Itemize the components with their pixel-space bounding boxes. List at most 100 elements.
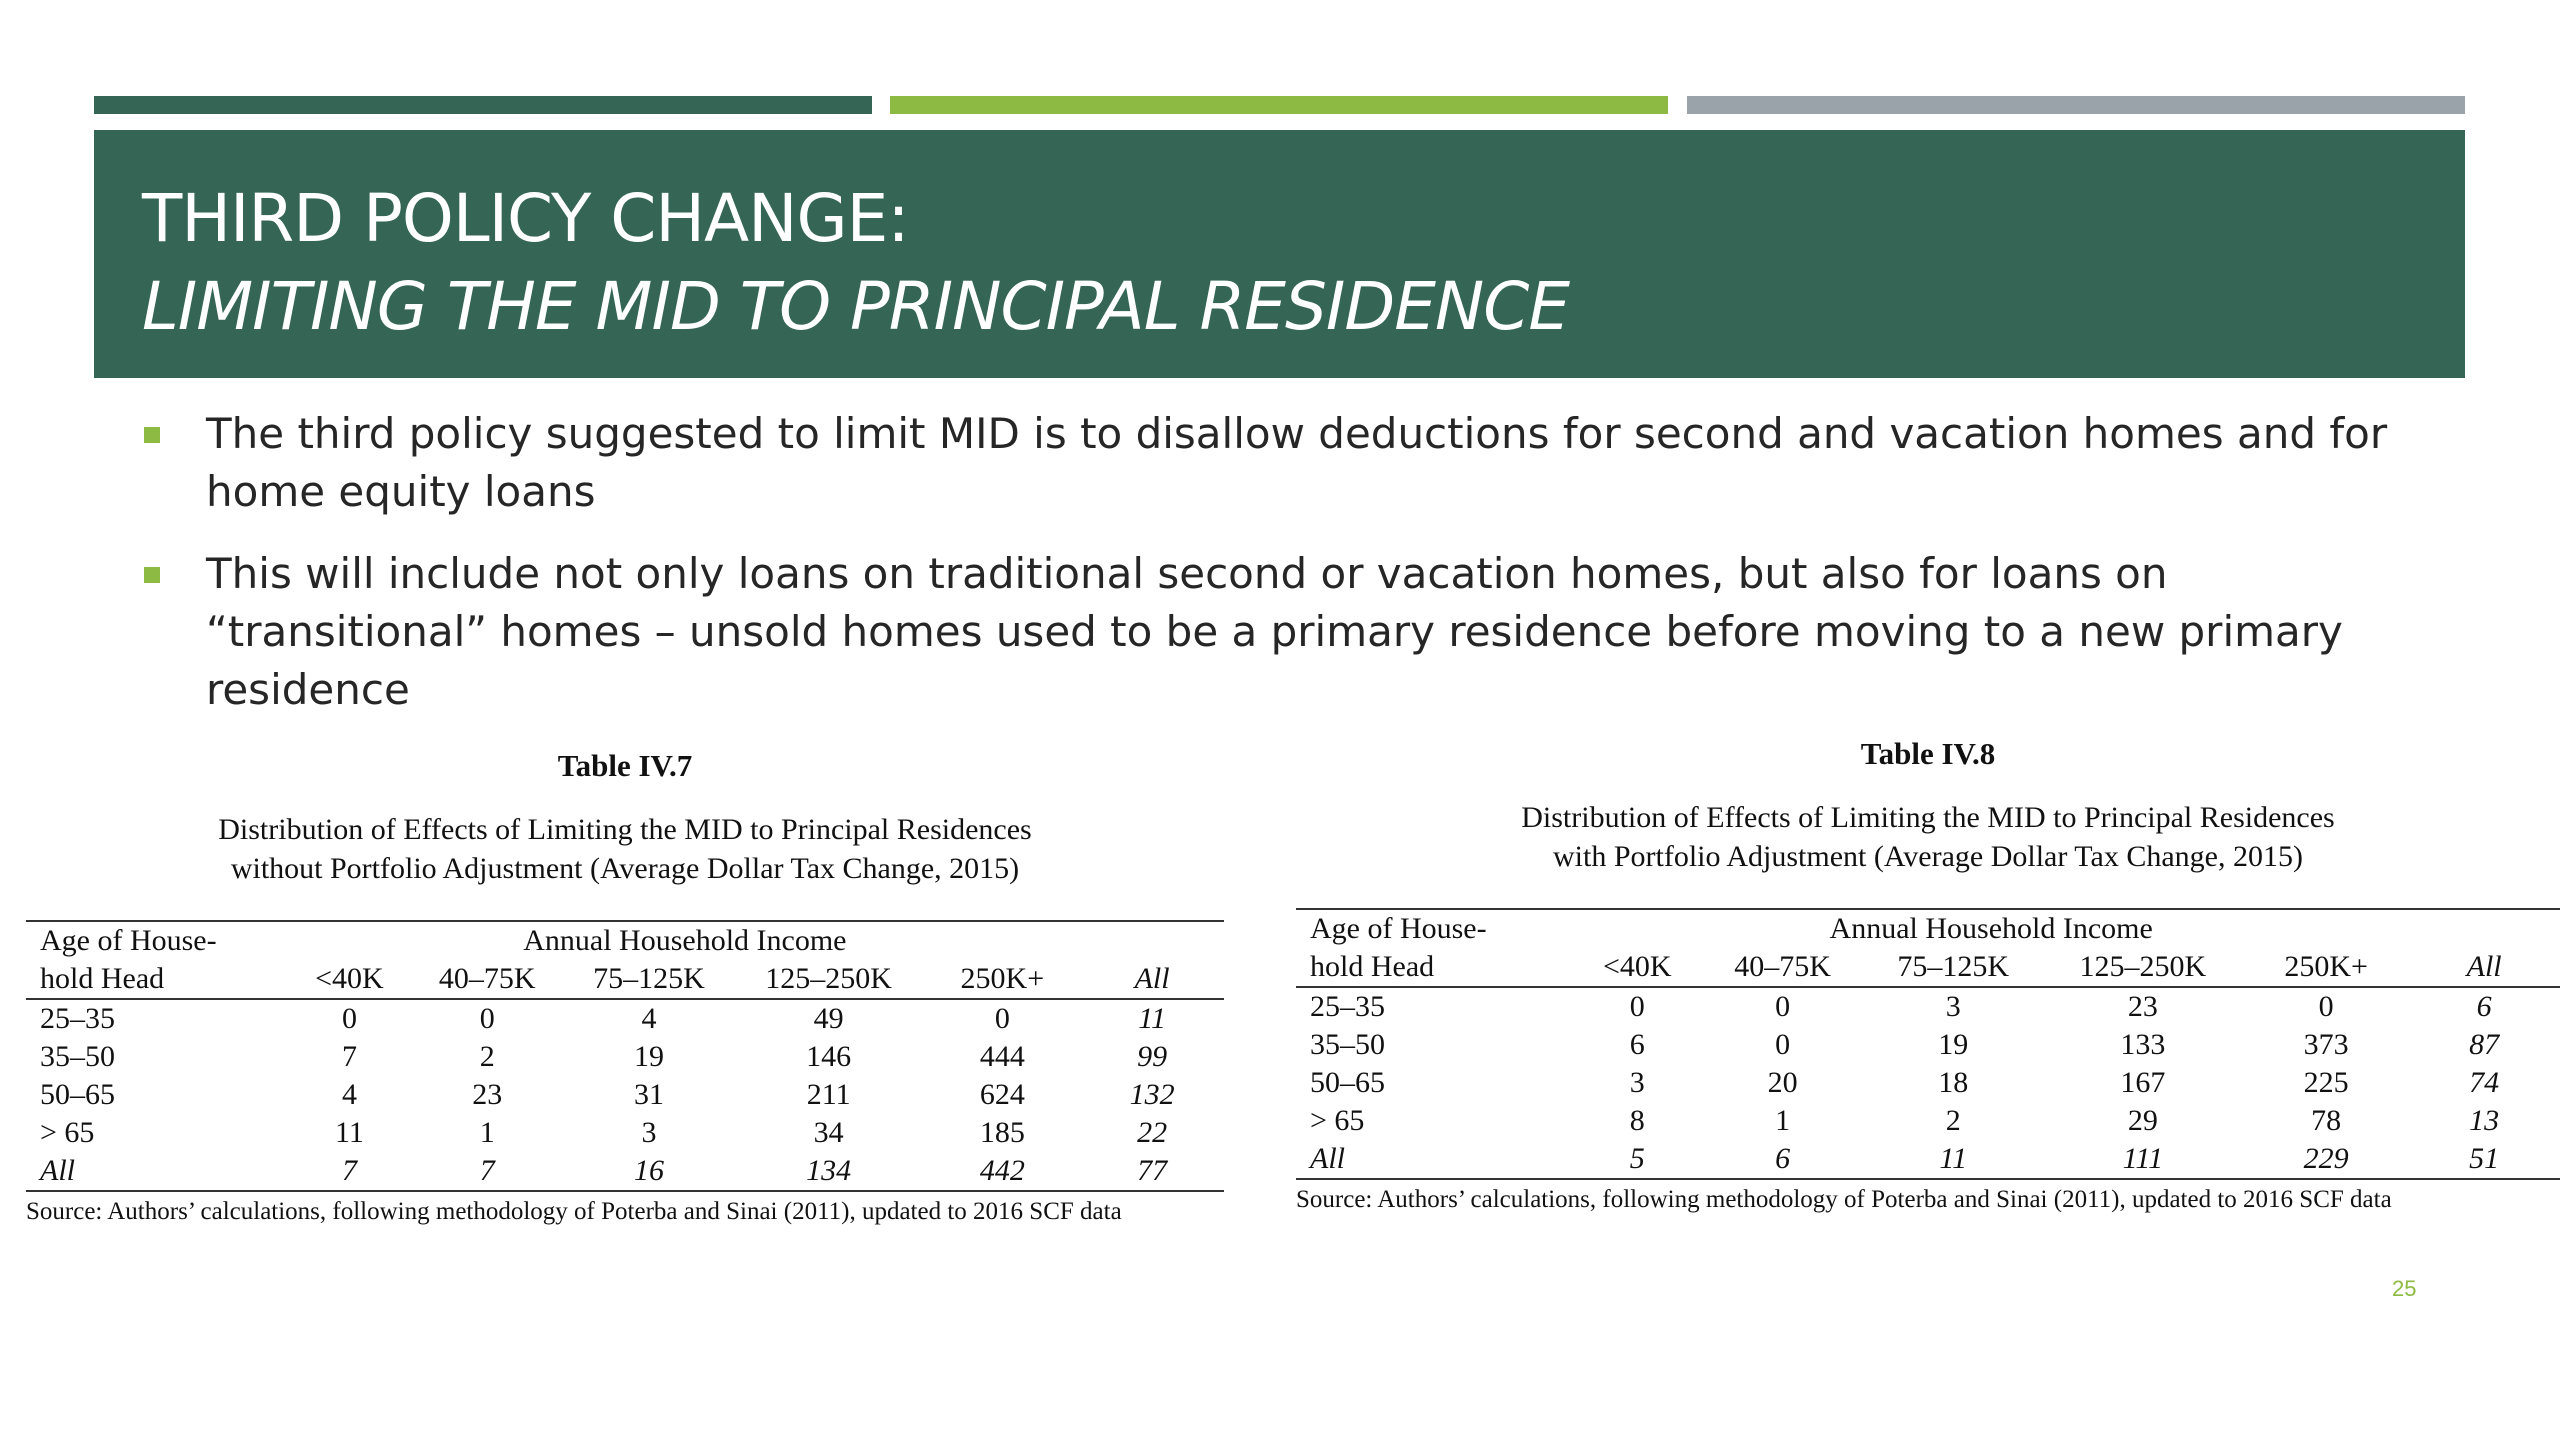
column-header: All	[1080, 960, 1224, 1000]
data-table: Age of House- Annual Household Income ho…	[1296, 908, 2560, 1180]
table-cell: 4	[641, 1002, 657, 1035]
table-row: 25–35 0 0 4 49 0 11	[26, 999, 1224, 1038]
table-subtitle: Distribution of Effects of Limiting the …	[26, 810, 1224, 888]
row-label: 25–35	[1310, 990, 1385, 1023]
table-cell: 373	[2303, 1028, 2349, 1061]
table-cell: 49	[813, 1002, 844, 1035]
table-iv8-block: Table IV.8 Distribution of Effects of Li…	[1296, 736, 2560, 1214]
table-cell: 34	[813, 1116, 844, 1149]
table-cell: 19	[633, 1040, 664, 1073]
table-cell: 2	[479, 1040, 495, 1073]
table-cell: 11	[1864, 1140, 2042, 1180]
table-row: > 65 8 1 2 29 78 13	[1296, 1102, 2560, 1140]
column-header: <40K	[289, 960, 410, 1000]
table-cell: 23	[2127, 990, 2158, 1023]
table-iv7-block: Table IV.7 Distribution of Effects of Li…	[26, 748, 1224, 1226]
income-header: Annual Household Income	[1574, 908, 2409, 948]
table-subtitle-line: without Portfolio Adjustment (Average Do…	[230, 852, 1020, 885]
table-cell: 7	[341, 1040, 357, 1073]
table-subtitle-line: Distribution of Effects of Limiting the …	[218, 813, 1032, 846]
table-row: > 65 11 1 3 34 185 22	[26, 1114, 1224, 1152]
column-header: 40–75K	[1700, 948, 1865, 988]
table-cell: 6	[1700, 1140, 1865, 1180]
row-label: 50–65	[1310, 1066, 1385, 1099]
column-header: All	[2408, 948, 2560, 988]
accent-bar-light-green	[890, 96, 1668, 114]
page-number: 25	[2392, 1276, 2417, 1301]
table-cell: 0	[994, 1002, 1010, 1035]
table-cell: 7	[289, 1152, 410, 1192]
table-row: 50–65 4 23 31 211 624 132	[26, 1076, 1224, 1114]
table-cell: 0	[1775, 990, 1791, 1023]
table-cell: 16	[565, 1152, 733, 1192]
table-cell: 1	[479, 1116, 495, 1149]
table-cell: 0	[341, 1002, 357, 1035]
bullet-list: The third policy suggested to limit MID …	[140, 405, 2390, 743]
row-label: 35–50	[40, 1040, 115, 1073]
column-header: 250K+	[924, 960, 1081, 1000]
title-banner: THIRD POLICY CHANGE: LIMITING THE MID TO…	[94, 130, 2465, 378]
accent-bar-gray	[1687, 96, 2465, 114]
column-header: 125–250K	[732, 960, 925, 1000]
table-subtitle-line: with Portfolio Adjustment (Average Dolla…	[1553, 840, 2303, 873]
table-cell: 29	[2127, 1104, 2158, 1137]
column-header: 125–250K	[2041, 948, 2244, 988]
table-cell: 6	[2476, 990, 2492, 1023]
age-header: Age of House-	[26, 920, 290, 960]
table-cell: 11	[335, 1116, 364, 1149]
column-header: 75–125K	[565, 960, 733, 1000]
table-cell: 442	[924, 1152, 1081, 1192]
row-label: 35–50	[1310, 1028, 1385, 1061]
table-cell: 624	[979, 1078, 1025, 1111]
column-header: 40–75K	[409, 960, 566, 1000]
table-cell: 7	[409, 1152, 566, 1192]
table-cell: 31	[633, 1078, 664, 1111]
table-cell: 20	[1767, 1066, 1798, 1099]
table-cell: 77	[1080, 1152, 1224, 1192]
column-header: <40K	[1574, 948, 1701, 988]
table-cell: 4	[341, 1078, 357, 1111]
row-label: 50–65	[40, 1078, 115, 1111]
table-cell: 5	[1574, 1140, 1701, 1180]
table-subtitle-line: Distribution of Effects of Limiting the …	[1521, 801, 2335, 834]
table-cell: 111	[2041, 1140, 2244, 1180]
table-caption: Table IV.8	[1860, 736, 1996, 771]
income-header: Annual Household Income	[289, 920, 1081, 960]
table-cell: 0	[1775, 1028, 1791, 1061]
table-row-total: All 5 6 11 111 229 51	[1296, 1140, 2560, 1180]
age-header: Age of House-	[1296, 908, 1575, 948]
table-cell: 78	[2311, 1104, 2342, 1137]
table-cell: 99	[1137, 1040, 1168, 1073]
table-cell: 87	[2469, 1028, 2500, 1061]
table-cell: 1	[1775, 1104, 1791, 1137]
table-cell: 146	[806, 1040, 852, 1073]
table-subtitle: Distribution of Effects of Limiting the …	[1296, 798, 2560, 876]
table-cell: 3	[641, 1116, 657, 1149]
bullet-item: This will include not only loans on trad…	[140, 545, 2390, 719]
table-cell: 2	[1945, 1104, 1961, 1137]
accent-bar-dark-green	[94, 96, 872, 114]
table-cell: 134	[732, 1152, 925, 1192]
table-cell: 74	[2469, 1066, 2500, 1099]
table-cell: 185	[979, 1116, 1025, 1149]
table-cell: 211	[806, 1078, 851, 1111]
slide-title: THIRD POLICY CHANGE:	[142, 180, 910, 257]
table-cell: 11	[1138, 1002, 1166, 1035]
table-cell: 23	[472, 1078, 503, 1111]
table-row-total: All 7 7 16 134 442 77	[26, 1152, 1224, 1192]
table-cell: 3	[1629, 1066, 1645, 1099]
table-caption: Table IV.7	[557, 748, 693, 783]
table-row: 50–65 3 20 18 167 225 74	[1296, 1064, 2560, 1102]
table-cell: 225	[2303, 1066, 2349, 1099]
table-cell: 132	[1129, 1078, 1175, 1111]
row-label: All	[1296, 1140, 1575, 1180]
table-cell: 133	[2120, 1028, 2166, 1061]
bullet-item: The third policy suggested to limit MID …	[140, 405, 2390, 521]
table-row: 25–35 0 0 3 23 0 6	[1296, 987, 2560, 1026]
table-cell: 0	[1629, 990, 1645, 1023]
table-cell: 0	[2318, 990, 2334, 1023]
table-cell: 19	[1938, 1028, 1969, 1061]
table-cell: 3	[1945, 990, 1961, 1023]
column-header: 250K+	[2243, 948, 2409, 988]
age-header: hold Head	[1296, 948, 1575, 988]
